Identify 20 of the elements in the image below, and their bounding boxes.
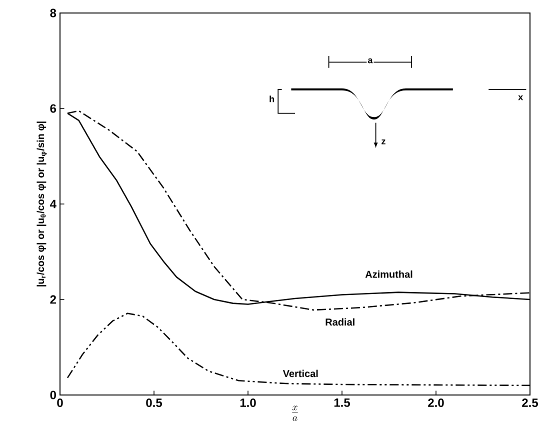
annotation: h — [270, 96, 274, 102]
annotation: x — [518, 95, 524, 100]
series-label: Vertical — [282, 370, 318, 378]
annotation: a — [368, 58, 373, 64]
x-axis-title: $\frac{x}{a}$ — [292, 406, 298, 421]
x-tick-label: 2.0 — [428, 398, 444, 408]
series-label: Azimuthal — [365, 270, 412, 278]
y-tick-label: 0 — [50, 390, 56, 400]
y-tick-label: 6 — [50, 104, 56, 113]
x-tick-label: 0 — [57, 398, 63, 408]
x-tick-label: 2.5 — [522, 398, 538, 408]
y-tick-label: 8 — [50, 8, 56, 18]
x-tick-label: 0.5 — [146, 398, 162, 408]
y-tick-label: 4 — [50, 200, 56, 208]
x-tick-label: 1.0 — [240, 398, 256, 408]
y-axis-title: |u$_{r}$/cos φ| or |u$_{θ}$/cos φ| or |u$_{φ}$/sin φ| — [36, 122, 47, 286]
annotation: z — [382, 140, 386, 144]
y-tick-label: 2 — [50, 295, 56, 304]
series-label: Radial — [326, 318, 354, 326]
x-tick-label: 1.5 — [334, 398, 350, 407]
